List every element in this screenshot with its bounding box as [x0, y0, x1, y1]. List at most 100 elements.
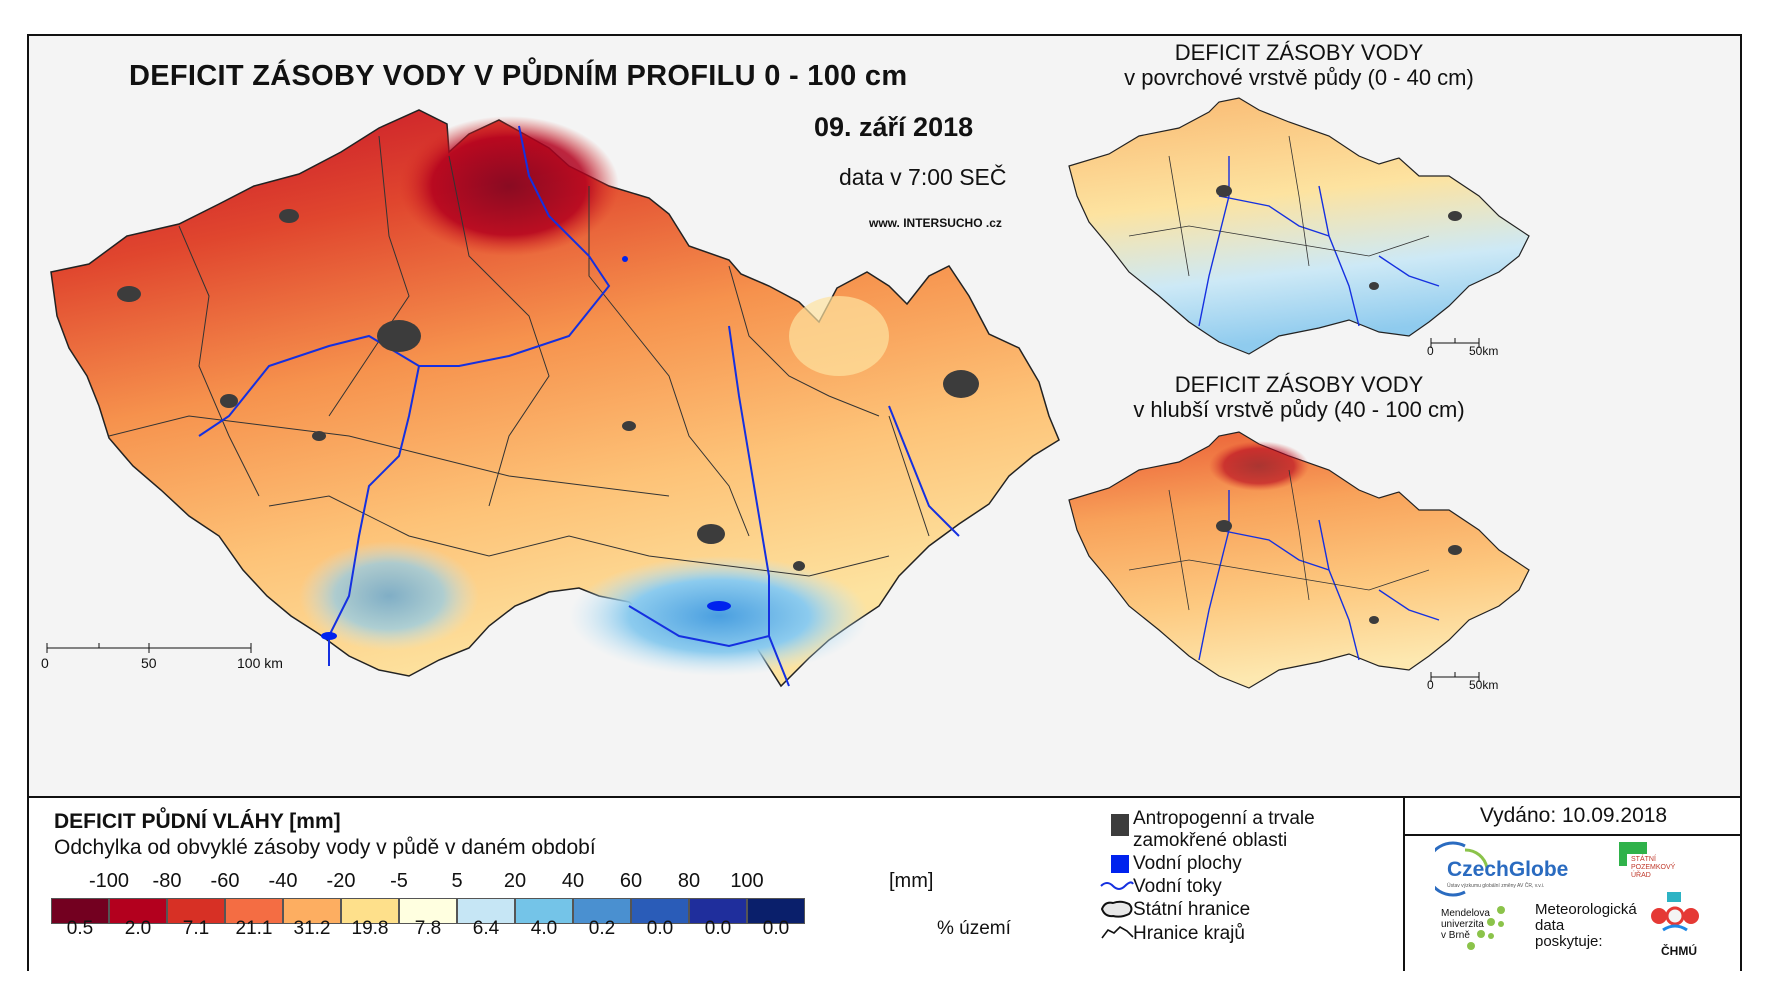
region-border-label: Hranice krajů	[1133, 923, 1245, 944]
water-bodies-label: Vodní plochy	[1133, 853, 1242, 874]
mendel-logo-text: Mendelova univerzita v Brně	[1441, 908, 1490, 941]
data-time: data v 7:00 SEČ	[839, 164, 1007, 190]
legend-bin-label-6: 5	[451, 870, 463, 892]
legend-pct-4: 31.2	[293, 918, 331, 939]
legend-pct-2: 7.1	[182, 918, 210, 939]
main-scale-0: 0	[41, 655, 49, 671]
legend-title: DEFICIT PŮDNÍ VLÁHY [mm]	[54, 810, 341, 833]
spu-line2: POZEMKOVÝ	[1631, 864, 1676, 871]
rivers-inset-top	[1198, 156, 1440, 327]
legend-pct-3: 21.1	[235, 918, 273, 939]
legend-swatch-3	[225, 898, 283, 924]
czechglobe-logo	[1435, 841, 1489, 897]
inset-top-title-line1: DEFICIT ZÁSOBY VODY	[1174, 40, 1424, 65]
legend-swatch-0	[51, 898, 109, 924]
met-line2: data	[1535, 917, 1565, 934]
met-line3: poskytuje:	[1535, 933, 1603, 950]
legend-subtitle: Odchylka od obvyklé zásoby vody v půdě v…	[54, 836, 596, 859]
mendel-logo-dots	[1467, 906, 1505, 950]
inset-top-scale-0: 0	[1427, 344, 1434, 358]
river-symbol	[1100, 881, 1134, 890]
mendel-line3: v Brně	[1441, 930, 1470, 941]
legend-pct-1: 2.0	[124, 918, 152, 939]
spu-line1: STÁTNÍ	[1631, 856, 1656, 863]
region-border-symbol	[1101, 926, 1134, 939]
czechglobe-subtitle: Ústav výzkumu globální změny AV ČR, v.v.…	[1447, 883, 1545, 889]
legend-bin-label-5: -5	[390, 870, 408, 892]
legend-bin-label-4: -20	[326, 870, 356, 892]
water-body-symbol	[1111, 855, 1129, 873]
legend-unit: [mm]	[889, 870, 934, 892]
main-title: DEFICIT ZÁSOBY VODY V PŮDNÍM PROFILU 0 -…	[129, 60, 908, 92]
inset-bottom-title-line1: DEFICIT ZÁSOBY VODY	[1174, 372, 1424, 397]
inset-bottom-title-line2: v hlubší vrstvě půdy (40 - 100 cm)	[1133, 397, 1465, 422]
spu-logo-text: STÁTNÍ POZEMKOVÝ ÚŘAD	[1631, 856, 1675, 880]
legend-pct-unit: % území	[937, 918, 1011, 939]
mendel-line1: Mendelova	[1441, 908, 1490, 919]
chmu-label: ČHMÚ	[1661, 944, 1697, 958]
legend-pct-12: 0.0	[762, 918, 790, 939]
spu-logo-mark-stem	[1619, 854, 1627, 866]
rivers-inset-bottom	[1198, 490, 1440, 661]
legend-swatch-7	[457, 898, 515, 924]
legend-bin-label-7: 20	[503, 870, 527, 892]
anthropogenic-symbol	[1111, 814, 1129, 836]
inset-bottom-title: DEFICIT ZÁSOBY VODY v hlubší vrstvě půdy…	[1079, 372, 1519, 422]
legend-pct-9: 0.2	[588, 918, 616, 939]
legend-bin-label-11: 100	[730, 870, 764, 892]
spu-line3: ÚŘAD	[1631, 872, 1651, 879]
issued-date: Vydáno: 10.09.2018	[1479, 804, 1668, 827]
legend-bin-label-9: 60	[619, 870, 643, 892]
legend-pct-5: 19.8	[351, 918, 389, 939]
inset-top-scale-bar	[1430, 338, 1480, 348]
legend-pct-0: 0.5	[66, 918, 94, 939]
rivers-main	[198, 125, 960, 687]
map-frame: DEFICIT ZÁSOBY VODY V PŮDNÍM PROFILU 0 -…	[27, 34, 1742, 971]
legend-bin-label-10: 80	[677, 870, 701, 892]
legend-swatch-6	[399, 898, 457, 924]
mendel-line2: univerzita	[1441, 919, 1484, 930]
urban-areas	[117, 209, 979, 571]
main-scale-50: 50	[141, 655, 157, 671]
legend-swatch-12	[747, 898, 805, 924]
legend-swatch-2	[167, 898, 225, 924]
inset-top-title-line2: v povrchové vrstvě půdy (0 - 40 cm)	[1124, 65, 1474, 90]
met-line1: Meteorologická	[1535, 901, 1637, 918]
region-borders	[108, 135, 930, 577]
state-border-symbol	[1100, 900, 1133, 918]
legend-pct-6: 7.8	[414, 918, 442, 939]
inset-top-scale-50: 50km	[1469, 344, 1499, 358]
inset-bottom-scale-50: 50km	[1469, 678, 1499, 692]
spu-logo-mark	[1619, 842, 1647, 854]
inset-bottom-scale-bar	[1430, 672, 1480, 682]
water-bodies-main	[321, 256, 731, 640]
legend-swatch-8	[515, 898, 573, 924]
anthropogenic-label: Antropogenní a trvale zamokřené oblasti	[1133, 808, 1315, 852]
main-map-svg	[46, 97, 1530, 689]
legend-swatch-5	[341, 898, 399, 924]
chmu-logo	[1651, 892, 1699, 932]
legend-bin-label-1: -80	[152, 870, 182, 892]
anthropogenic-label-line1: Antropogenní a trvale	[1133, 808, 1315, 829]
rivers-label: Vodní toky	[1133, 876, 1222, 897]
main-date: 09. září 2018	[814, 112, 974, 142]
map-area: DEFICIT ZÁSOBY VODY V PŮDNÍM PROFILU 0 -…	[29, 36, 1740, 796]
legend-bin-label-8: 40	[561, 870, 585, 892]
legend-pct-10: 0.0	[646, 918, 674, 939]
website-label: www. INTERSUCHO .cz	[869, 216, 1002, 230]
legend-swatch-11	[689, 898, 747, 924]
legend-pct-11: 0.0	[704, 918, 732, 939]
legend-swatch-4	[283, 898, 341, 924]
legend-swatch-1	[109, 898, 167, 924]
anthropogenic-label-line2: zamokřené oblasti	[1133, 830, 1288, 851]
main-scale-100: 100 km	[237, 655, 283, 671]
state-border-label: Státní hranice	[1133, 899, 1251, 920]
legend-bin-label-0: -100	[88, 870, 130, 892]
legend-swatch-10	[631, 898, 689, 924]
legend-panel: DEFICIT PŮDNÍ VLÁHY [mm] Odchylka od obv…	[29, 796, 1742, 971]
czechglobe-name: CzechGlobe	[1447, 858, 1569, 881]
issued-box: Vydáno: 10.09.2018 CzechGlobe Ústav výzk…	[1403, 798, 1742, 971]
legend-bin-label-2: -60	[210, 870, 240, 892]
legend-swatch-9	[573, 898, 631, 924]
met-data-text: Meteorologická data poskytuje:	[1535, 902, 1637, 950]
